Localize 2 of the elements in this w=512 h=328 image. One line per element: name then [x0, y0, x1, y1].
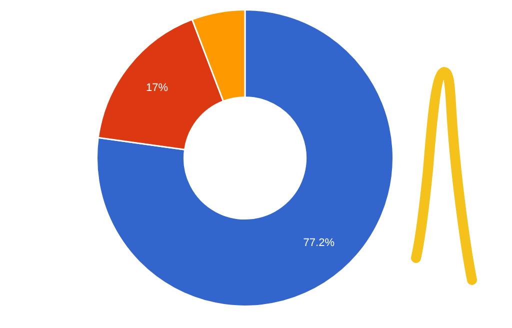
data-label: 77.2% [303, 236, 335, 249]
data-label: 17% [146, 82, 168, 94]
